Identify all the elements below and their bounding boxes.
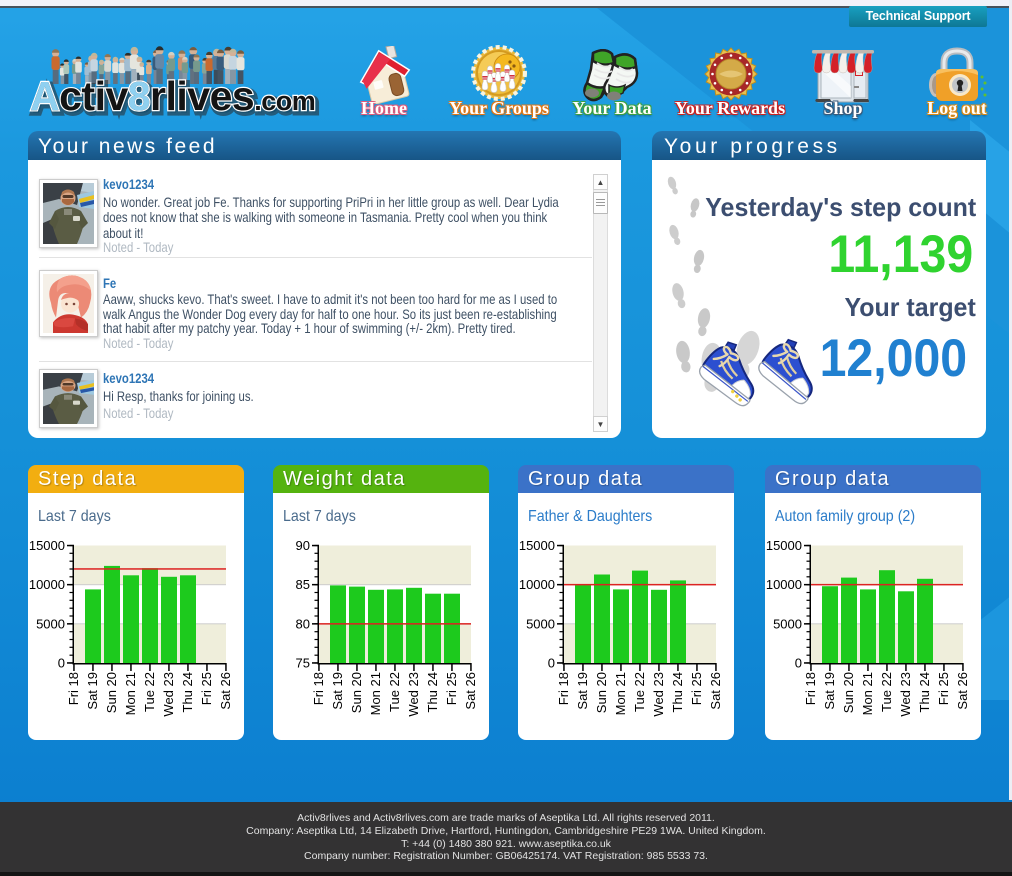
svg-text:Tue 22: Tue 22	[632, 672, 647, 712]
svg-text:Sat 19: Sat 19	[822, 672, 837, 710]
svg-text:Mon 21: Mon 21	[123, 672, 138, 715]
svg-text:Mon 21: Mon 21	[860, 672, 875, 715]
svg-text:Fri 25: Fri 25	[936, 672, 951, 705]
svg-text:Sat 26: Sat 26	[955, 672, 970, 710]
svg-text:Mon 21: Mon 21	[368, 672, 383, 715]
svg-text:5000: 5000	[526, 616, 555, 631]
svg-text:Thu 24: Thu 24	[670, 672, 685, 712]
svg-text:Sat 26: Sat 26	[463, 672, 478, 710]
svg-text:5000: 5000	[773, 616, 802, 631]
svg-text:0: 0	[58, 656, 65, 671]
svg-text:90: 90	[296, 538, 310, 553]
svg-text:Sat 19: Sat 19	[330, 672, 345, 710]
svg-text:Fri 18: Fri 18	[556, 672, 571, 705]
svg-text:15000: 15000	[519, 538, 555, 553]
svg-text:Tue 22: Tue 22	[142, 672, 157, 712]
svg-text:Fri 18: Fri 18	[803, 672, 818, 705]
svg-text:Wed 23: Wed 23	[161, 672, 176, 717]
svg-text:15000: 15000	[766, 538, 802, 553]
svg-text:Sun 20: Sun 20	[841, 672, 856, 713]
svg-text:Thu 24: Thu 24	[425, 672, 440, 712]
svg-text:5000: 5000	[36, 616, 65, 631]
svg-text:Fri 18: Fri 18	[311, 672, 326, 705]
svg-text:Tue 22: Tue 22	[879, 672, 894, 712]
svg-text:Fri 25: Fri 25	[689, 672, 704, 705]
svg-text:10000: 10000	[766, 577, 802, 592]
svg-text:Activ8rlives.com: Activ8rlives.com	[30, 73, 315, 119]
svg-text:80: 80	[296, 616, 310, 631]
svg-text:Tue 22: Tue 22	[387, 672, 402, 712]
svg-text:Wed 23: Wed 23	[898, 672, 913, 717]
svg-text:0: 0	[548, 656, 555, 671]
svg-text:0: 0	[795, 656, 802, 671]
svg-text:Wed 23: Wed 23	[651, 672, 666, 717]
svg-text:Sat 19: Sat 19	[575, 672, 590, 710]
svg-text:Sun 20: Sun 20	[594, 672, 609, 713]
svg-text:Sat 26: Sat 26	[218, 672, 233, 710]
svg-text:Sun 20: Sun 20	[349, 672, 364, 713]
svg-text:Thu 24: Thu 24	[180, 672, 195, 712]
svg-text:75: 75	[296, 656, 310, 671]
svg-text:15000: 15000	[29, 538, 65, 553]
svg-text:10000: 10000	[29, 577, 65, 592]
svg-text:Fri 25: Fri 25	[444, 672, 459, 705]
svg-text:Thu 24: Thu 24	[917, 672, 932, 712]
svg-text:Sat 19: Sat 19	[85, 672, 100, 710]
svg-text:Sat 26: Sat 26	[708, 672, 723, 710]
svg-text:85: 85	[296, 577, 310, 592]
svg-text:Fri 25: Fri 25	[199, 672, 214, 705]
svg-text:Mon 21: Mon 21	[613, 672, 628, 715]
svg-text:Wed 23: Wed 23	[406, 672, 421, 717]
svg-text:Sun 20: Sun 20	[104, 672, 119, 713]
svg-text:Fri 18: Fri 18	[66, 672, 81, 705]
svg-text:10000: 10000	[519, 577, 555, 592]
